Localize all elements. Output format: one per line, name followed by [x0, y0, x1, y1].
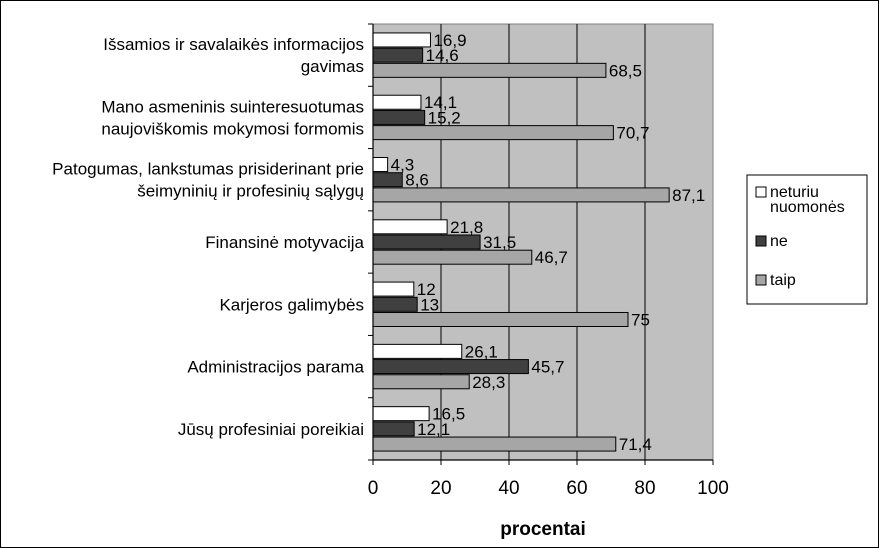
- category-label: gavimas: [301, 57, 364, 76]
- data-label: 14,6: [426, 46, 459, 65]
- legend-swatch: [755, 235, 767, 247]
- legend-swatch: [755, 274, 767, 286]
- data-label: 70,7: [616, 124, 649, 143]
- legend-label: taip: [770, 272, 796, 289]
- bar: [372, 296, 418, 312]
- bar: [372, 172, 403, 188]
- category-label: Mano asmeninis suinteresuotumas: [101, 97, 364, 116]
- category-label: naujoviškomis mokymosi formomis: [101, 119, 364, 138]
- bar: [372, 311, 629, 327]
- data-label: 16,5: [432, 405, 465, 424]
- data-label: 28,3: [472, 373, 505, 392]
- category-label: Finansinė motyvacija: [205, 233, 364, 252]
- data-label: 21,8: [450, 218, 483, 237]
- legend-label: nuomonės: [770, 199, 845, 216]
- bar: [372, 94, 422, 110]
- category-label: Jūsų profesiniai poreikiai: [178, 420, 364, 439]
- data-label: 12: [417, 280, 436, 299]
- bar: [372, 374, 470, 390]
- data-label: 8,6: [405, 171, 429, 190]
- bar: [372, 125, 614, 141]
- data-label: 12,1: [417, 420, 450, 439]
- data-label: 15,2: [428, 108, 461, 127]
- bar: [372, 234, 481, 250]
- category-label: Išsamios ir savalaikės informacijos: [103, 35, 364, 54]
- category-label: šeimyninių ir profesinių sąlygų: [137, 182, 364, 201]
- bar: [372, 406, 430, 422]
- category-label: Administracijos parama: [187, 358, 364, 377]
- x-tick-label: 100: [697, 478, 729, 499]
- x-axis-title: procentai: [500, 519, 586, 540]
- data-label: 68,5: [609, 61, 642, 80]
- bar: [372, 157, 389, 173]
- legend-box: [746, 174, 868, 305]
- bar: [372, 343, 463, 359]
- bar: [372, 32, 431, 48]
- data-label: 13: [420, 295, 439, 314]
- category-label: Karjeros galimybės: [219, 295, 364, 314]
- category-label: Patogumas, lankstumas prisiderinant prie: [52, 160, 364, 179]
- bar: [372, 359, 529, 375]
- x-tick-label: 80: [634, 478, 655, 499]
- bar: [372, 62, 607, 78]
- bar: [372, 109, 426, 125]
- legend-label: neturiu: [770, 184, 819, 201]
- x-tick-label: 20: [430, 478, 451, 499]
- bar: [372, 187, 670, 203]
- data-label: 31,5: [483, 233, 516, 252]
- x-tick-label: 40: [498, 478, 519, 499]
- data-label: 14,1: [424, 93, 457, 112]
- bar: [372, 436, 617, 452]
- data-label: 16,9: [433, 31, 466, 50]
- x-tick-label: 60: [566, 478, 587, 499]
- data-label: 71,4: [619, 435, 652, 454]
- legend-swatch: [755, 186, 767, 198]
- bar: [372, 281, 415, 297]
- data-label: 26,1: [465, 342, 498, 361]
- data-label: 4,3: [391, 156, 415, 175]
- bar: [372, 219, 448, 235]
- data-label: 75: [631, 310, 650, 329]
- data-label: 45,7: [531, 358, 564, 377]
- data-label: 87,1: [672, 186, 705, 205]
- legend-label: ne: [770, 233, 788, 250]
- bar: [372, 47, 424, 63]
- x-tick-label: 0: [368, 478, 379, 499]
- bar: [372, 421, 415, 437]
- bar: [372, 249, 533, 265]
- data-label: 46,7: [535, 248, 568, 267]
